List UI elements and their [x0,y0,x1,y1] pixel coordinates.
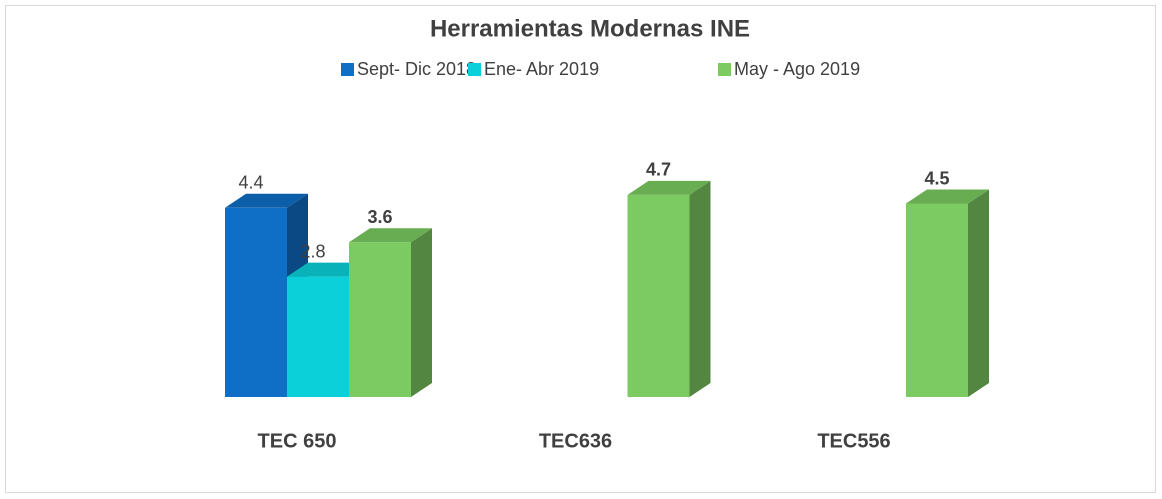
legend-label: May - Ago 2019 [734,59,860,79]
bar [627,180,711,397]
x-tick-label: TEC556 [817,430,890,452]
chart-title: Herramientas Modernas INE [430,15,750,42]
x-tick-label: TEC636 [539,430,612,452]
x-tick-label: TEC 650 [258,430,337,452]
bar-top [627,180,711,195]
data-label: 2.8 [300,241,325,261]
legend-swatch [718,63,731,76]
bar-top [225,193,308,208]
legend-label: Ene- Abr 2019 [484,59,599,79]
data-label: 3.6 [367,207,392,227]
bar-top [349,228,432,243]
data-label: 4.7 [646,160,671,180]
legend-swatch [341,63,354,76]
bar-front [349,242,411,397]
bar [906,189,989,397]
bar-front [287,276,349,397]
bar-top [906,189,989,204]
bar-front [225,207,287,397]
data-label: 4.5 [924,168,949,188]
bar-side [689,180,711,397]
bar-side [411,228,432,397]
data-label: 4.4 [238,173,263,193]
bar [349,228,432,397]
legend-label: Sept- Dic 2018 [357,59,476,79]
bar-front [906,203,968,397]
legend-swatch [468,63,481,76]
bar-side [968,189,989,397]
bar-front [627,194,690,397]
